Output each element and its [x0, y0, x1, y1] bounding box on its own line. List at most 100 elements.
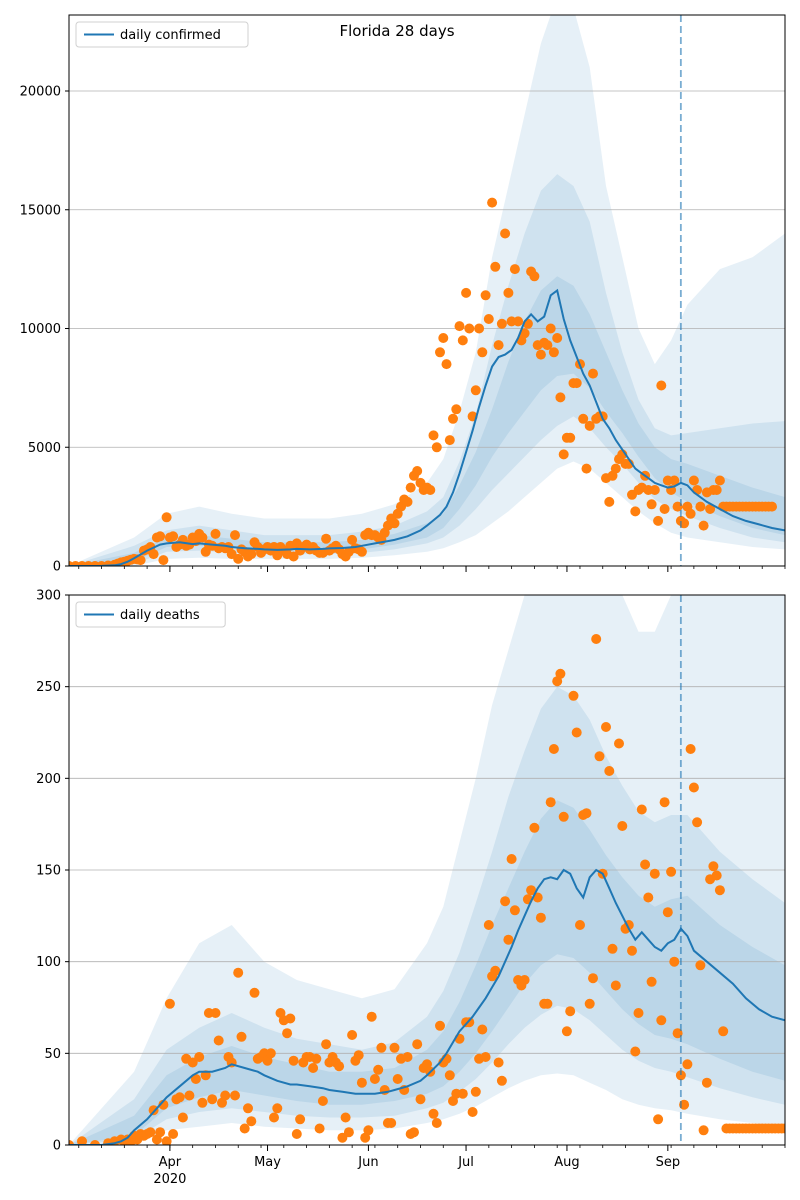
deaths-point — [656, 1015, 667, 1026]
deaths-point — [500, 896, 511, 907]
deaths-panel: 0 50 100 150 200 250 300 Apr 2020 May Jun Jul Aug Se… — [36, 589, 786, 1187]
confirmed-point — [581, 463, 592, 474]
confirmed-point — [555, 392, 566, 403]
confirmed-point — [695, 501, 706, 512]
confirmed-point — [519, 328, 530, 339]
deaths-point — [435, 1020, 445, 1031]
confirmed-point — [148, 549, 159, 560]
confirmed-point — [604, 496, 615, 507]
deaths-ytick-label: 250 — [36, 680, 61, 695]
deaths-point — [285, 1013, 296, 1024]
deaths-point — [207, 1094, 218, 1105]
confirmed-axes-frame — [68, 14, 786, 567]
deaths-point — [233, 967, 244, 978]
deaths-xtick-label: May — [254, 1155, 281, 1170]
confirmed-ytick-label: 5000 — [28, 441, 61, 456]
confirmed-point — [535, 349, 546, 360]
deaths-ytick-label: 0 — [53, 1139, 61, 1154]
deaths-point — [568, 690, 579, 701]
deaths-point — [526, 885, 537, 896]
confirmed-point — [685, 508, 696, 519]
deaths-legend: daily deaths — [75, 601, 226, 628]
deaths-point — [363, 1125, 374, 1136]
confirmed-point — [711, 485, 722, 495]
deaths-point — [347, 1030, 358, 1040]
confirmed-point — [659, 504, 670, 514]
deaths-point — [610, 980, 621, 991]
deaths-ytick-label: 100 — [36, 955, 61, 970]
confirmed-point — [168, 531, 179, 542]
deaths-xtick-label: Apr — [159, 1155, 182, 1170]
deaths-point — [545, 797, 556, 808]
deaths-point — [470, 1086, 481, 1097]
confirmed-point — [233, 553, 244, 564]
confirmed-point — [230, 530, 240, 541]
deaths-point — [493, 1057, 504, 1068]
deaths-point — [164, 998, 175, 1009]
deaths-point — [431, 1118, 442, 1128]
deaths-point — [675, 1070, 686, 1081]
deaths-legend-box — [75, 601, 226, 628]
deaths-point — [643, 892, 654, 903]
deaths-point — [659, 797, 670, 808]
deaths-point — [630, 1046, 641, 1057]
deaths-point — [633, 1008, 644, 1018]
deaths-point — [155, 1127, 166, 1138]
deaths-point — [688, 782, 699, 793]
confirmed-point — [548, 347, 559, 358]
deaths-point — [282, 1028, 293, 1039]
deaths-point — [714, 885, 725, 896]
deaths-point — [200, 1070, 211, 1081]
deaths-point — [649, 868, 660, 879]
deaths-point — [506, 854, 517, 864]
deaths-axes-frame — [68, 594, 786, 1146]
confirmed-point — [441, 359, 452, 370]
deaths-point — [243, 1103, 253, 1114]
deaths-point — [636, 804, 647, 815]
deaths-point — [653, 1114, 664, 1125]
deaths-point — [711, 870, 722, 881]
deaths-point — [669, 956, 680, 967]
confirmed-point — [588, 368, 598, 379]
confirmed-ytick-label: 10000 — [20, 322, 61, 337]
confirmed-point — [402, 496, 413, 507]
deaths-point — [402, 1052, 413, 1062]
deaths-gridlines — [69, 686, 785, 1054]
deaths-point — [194, 1052, 205, 1062]
confirmed-point — [500, 228, 511, 239]
deaths-xtick-label: Aug — [554, 1155, 579, 1170]
deaths-point — [490, 965, 501, 976]
deaths-point — [291, 1129, 302, 1139]
confirmed-point — [610, 463, 621, 474]
deaths-point — [503, 934, 514, 945]
confirmed-point — [688, 475, 699, 486]
confirmed-points — [69, 197, 777, 566]
confirmed-point — [529, 271, 540, 282]
confirmed-point — [584, 420, 595, 431]
confirmed-point — [483, 314, 494, 324]
deaths-point — [265, 1048, 276, 1059]
confirmed-point — [767, 501, 777, 512]
deaths-point — [415, 1094, 426, 1105]
confirmed-point — [155, 531, 166, 542]
confirmed-point — [457, 335, 468, 346]
deaths-point — [230, 1090, 240, 1101]
deaths-ytick-label: 300 — [36, 589, 61, 604]
confirmed-point — [210, 528, 221, 539]
deaths-point — [386, 1118, 397, 1128]
confirmed-legend: daily confirmed — [75, 21, 249, 48]
deaths-xtick-label: Jun — [357, 1155, 378, 1170]
deaths-point — [343, 1127, 354, 1138]
deaths-point — [409, 1127, 419, 1138]
deaths-point — [69, 1140, 74, 1145]
deaths-point — [239, 1123, 250, 1134]
confirmed-point — [464, 323, 475, 334]
confirmed-point — [714, 475, 725, 486]
confirmed-point — [653, 515, 664, 526]
deaths-xtick-year: 2020 — [153, 1172, 186, 1187]
deaths-point — [311, 1053, 322, 1064]
deaths-point — [197, 1097, 208, 1108]
confirmed-point — [288, 551, 299, 562]
deaths-y-ticks: 0 50 100 150 200 250 300 — [36, 589, 69, 1154]
deaths-point — [77, 1136, 87, 1145]
